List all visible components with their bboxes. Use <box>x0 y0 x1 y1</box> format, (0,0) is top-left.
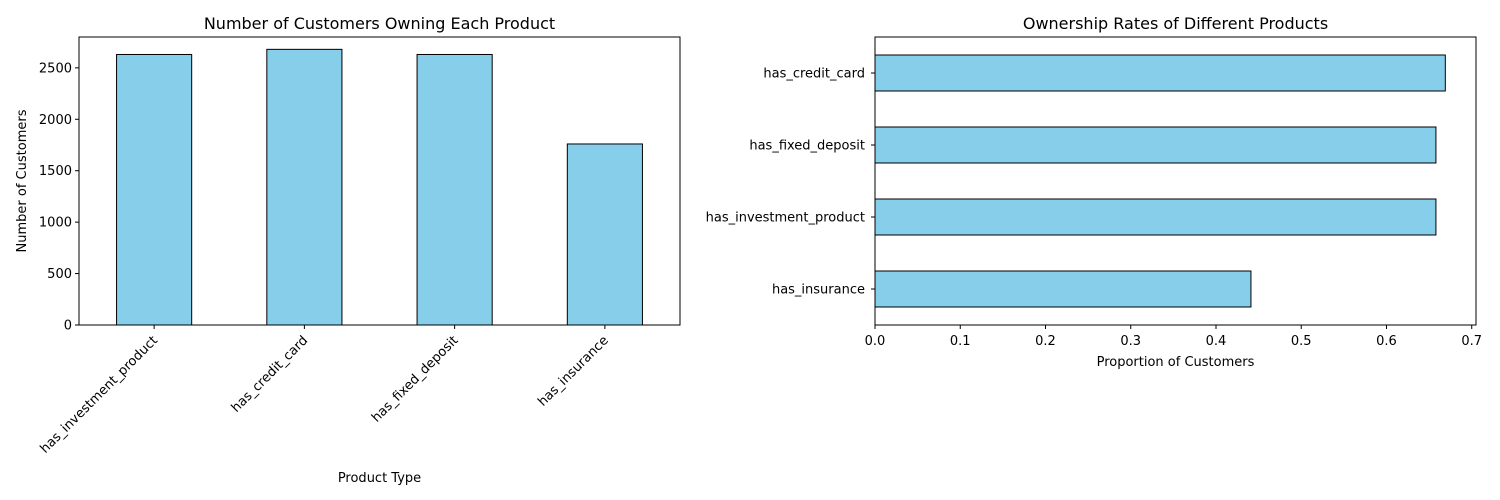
x-tick-label: 0.3 <box>1120 334 1141 349</box>
left-chart-y-ticks: 0 500 1000 1500 2000 2500 <box>39 61 79 334</box>
left-chart-title: Number of Customers Owning Each Product <box>204 14 555 33</box>
vertical-bar-chart: Number of Customers Owning Each Product … <box>15 14 681 486</box>
y-tick-label: 2500 <box>39 61 72 76</box>
x-tick-label: 0.5 <box>1291 334 1312 349</box>
y-tick-label: 500 <box>47 267 72 282</box>
x-tick-label: has_credit_card <box>229 333 311 415</box>
horizontal-bar-chart: Ownership Rates of Different Products Pr… <box>706 14 1482 370</box>
right-chart-x-axis-label: Proportion of Customers <box>1097 355 1255 370</box>
right-chart-axes-frame <box>874 36 1477 326</box>
x-tick-label: 0.2 <box>1035 334 1056 349</box>
x-tick-label: 0.0 <box>865 334 886 349</box>
right-chart-y-ticks: has_credit_card has_fixed_deposit has_inve… <box>706 67 875 298</box>
left-chart-x-axis-label: Product Type <box>338 471 421 486</box>
y-tick-label: has_credit_card <box>763 67 865 82</box>
bar-has_investment_product <box>874 198 1437 236</box>
y-tick-label: 2000 <box>39 113 72 128</box>
x-tick-label: 0.4 <box>1206 334 1227 349</box>
y-tick-label: 1000 <box>39 216 72 231</box>
y-tick-label: has_fixed_deposit <box>749 139 865 154</box>
bar-has_investment_product <box>116 53 193 326</box>
bar-has_fixed_deposit <box>874 126 1437 164</box>
right-chart-x-ticks: 0.0 0.1 0.2 0.3 0.4 0.5 0.6 0.7 <box>865 325 1482 349</box>
left-chart-x-ticks: has_investment_product has_credit_card has… <box>38 325 612 457</box>
bar-has_credit_card <box>266 48 343 326</box>
bar-has_fixed_deposit <box>416 53 493 326</box>
left-chart-y-axis-label: Number of Customers <box>15 109 30 252</box>
left-chart-axes-frame <box>78 36 681 326</box>
x-tick-label: 0.1 <box>950 334 971 349</box>
y-tick-label: has_insurance <box>772 283 865 298</box>
y-tick-label: 1500 <box>39 164 72 179</box>
right-chart-bars <box>874 54 1446 308</box>
left-chart-bars <box>116 48 643 326</box>
y-tick-label: has_investment_product <box>706 211 865 226</box>
y-tick-label: 0 <box>64 319 72 334</box>
x-tick-label: 0.6 <box>1376 334 1397 349</box>
bar-has_insurance <box>874 270 1252 308</box>
bar-has_insurance <box>566 143 643 326</box>
x-tick-label: has_insurance <box>535 333 611 409</box>
x-tick-label: has_investment_product <box>38 333 161 456</box>
x-tick-label: 0.7 <box>1461 334 1482 349</box>
right-chart-title: Ownership Rates of Different Products <box>1023 14 1328 33</box>
x-tick-label: has_fixed_deposit <box>369 333 461 425</box>
bar-has_credit_card <box>874 54 1446 92</box>
